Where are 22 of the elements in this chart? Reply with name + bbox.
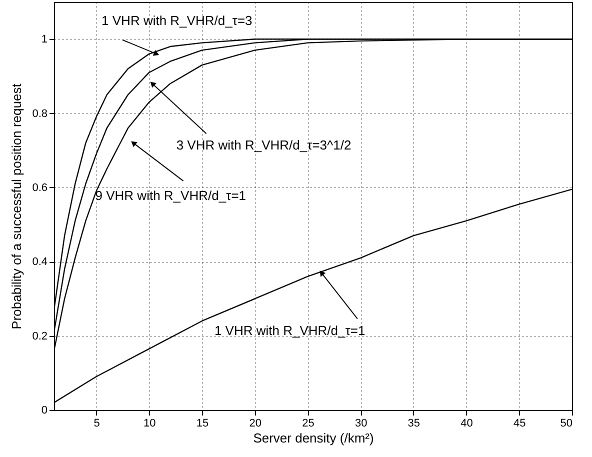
x-tick-label: 20 [249,418,262,430]
x-tick-label: 45 [514,418,526,430]
y-tick-label: 0.6 [32,182,48,194]
annotation: 1 VHR with R_VHR/d_τ=3 [102,12,252,28]
y-tick-label: 0.8 [32,108,48,120]
y-tick-label: 1 [41,34,48,46]
x-tick-label: 5 [94,418,100,430]
x-axis-title: Server density (/km²) [253,430,374,446]
y-tick-label: 0.4 [32,256,48,268]
y-tick-label: 0.2 [32,330,48,342]
annotation: 1 VHR with R_VHR/d_τ=1 [214,322,366,338]
x-tick-label: 35 [408,418,420,430]
x-tick-label: 50 [560,418,572,430]
annotation: 3 VHR with R_VHR/d_τ=3^1/2 [176,138,352,153]
x-tick-label: 15 [196,418,209,430]
annotation: 9 VHR with R_VHR/d_τ=1 [95,188,246,203]
x-tick-label: 10 [144,418,156,430]
y-axis-title: Probability of a successful position request [9,83,24,330]
x-tick-label: 30 [354,418,368,430]
x-tick-label: 25 [302,418,314,430]
x-tick-label: 40 [460,418,473,430]
y-tick-label: 0 [41,404,48,416]
